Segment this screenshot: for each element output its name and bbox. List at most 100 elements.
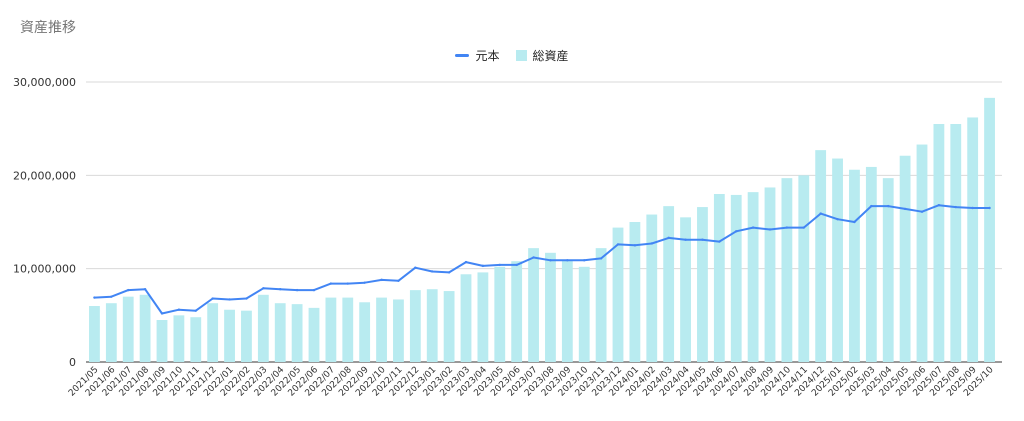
bar-total-assets[interactable] bbox=[89, 306, 100, 362]
bar-total-assets[interactable] bbox=[697, 207, 708, 362]
bar-total-assets[interactable] bbox=[376, 297, 387, 362]
bar-total-assets[interactable] bbox=[747, 192, 759, 362]
bar-total-assets[interactable] bbox=[342, 297, 354, 362]
point-principal[interactable] bbox=[414, 266, 417, 269]
point-principal[interactable] bbox=[312, 288, 316, 292]
bar-total-assets[interactable] bbox=[224, 309, 235, 362]
point-principal[interactable] bbox=[650, 242, 653, 245]
bar-total-assets[interactable] bbox=[291, 304, 303, 362]
bar-total-assets[interactable] bbox=[916, 144, 928, 362]
point-principal[interactable] bbox=[262, 287, 265, 290]
bar-total-assets[interactable] bbox=[899, 155, 911, 362]
point-principal[interactable] bbox=[431, 270, 434, 273]
point-principal[interactable] bbox=[228, 298, 231, 301]
point-principal[interactable] bbox=[295, 288, 299, 292]
bar-total-assets[interactable] bbox=[190, 317, 202, 362]
bar-total-assets[interactable] bbox=[325, 297, 337, 362]
point-principal[interactable] bbox=[937, 204, 941, 207]
point-principal[interactable] bbox=[684, 238, 687, 241]
bar-total-assets[interactable] bbox=[460, 274, 472, 362]
bar-total-assets[interactable] bbox=[561, 260, 573, 362]
bar-total-assets[interactable] bbox=[950, 124, 962, 362]
bar-total-assets[interactable] bbox=[173, 315, 185, 362]
bar-total-assets[interactable] bbox=[595, 248, 607, 362]
point-principal[interactable] bbox=[583, 259, 586, 262]
point-principal[interactable] bbox=[380, 278, 383, 282]
point-principal[interactable] bbox=[735, 230, 738, 233]
legend-item-total-assets[interactable]: 総資産 bbox=[515, 47, 569, 64]
bar-total-assets[interactable] bbox=[308, 307, 320, 362]
bar-total-assets[interactable] bbox=[122, 296, 134, 362]
bar-total-assets[interactable] bbox=[798, 175, 810, 362]
bar-total-assets[interactable] bbox=[257, 294, 269, 362]
point-principal[interactable] bbox=[363, 281, 366, 284]
bar-total-assets[interactable] bbox=[663, 206, 675, 362]
bar-total-assets[interactable] bbox=[849, 169, 860, 362]
point-principal[interactable] bbox=[245, 297, 248, 300]
point-principal[interactable] bbox=[971, 206, 974, 210]
line-principal[interactable] bbox=[94, 204, 990, 315]
point-principal[interactable] bbox=[701, 238, 704, 241]
bar-total-assets[interactable] bbox=[612, 227, 624, 362]
bar-total-assets[interactable] bbox=[393, 299, 404, 362]
point-principal[interactable] bbox=[211, 297, 214, 300]
bar-total-assets[interactable] bbox=[815, 150, 827, 362]
bar-total-assets[interactable] bbox=[156, 320, 168, 362]
point-principal[interactable] bbox=[93, 296, 96, 299]
point-principal[interactable] bbox=[853, 220, 856, 224]
point-principal[interactable] bbox=[127, 288, 130, 292]
bar-total-assets[interactable] bbox=[443, 291, 455, 362]
point-principal[interactable] bbox=[566, 259, 569, 262]
bar-total-assets[interactable] bbox=[409, 290, 421, 362]
point-principal[interactable] bbox=[143, 288, 147, 291]
bar-total-assets[interactable] bbox=[139, 294, 151, 362]
point-principal[interactable] bbox=[177, 308, 181, 311]
bar-total-assets[interactable] bbox=[680, 217, 691, 362]
point-principal[interactable] bbox=[346, 282, 349, 285]
bar-total-assets[interactable] bbox=[528, 248, 539, 362]
point-principal[interactable] bbox=[160, 312, 164, 315]
point-principal[interactable] bbox=[279, 288, 282, 291]
bar-total-assets[interactable] bbox=[865, 166, 877, 362]
point-principal[interactable] bbox=[836, 218, 839, 221]
point-principal[interactable] bbox=[768, 228, 772, 231]
bar-total-assets[interactable] bbox=[545, 252, 556, 362]
point-principal[interactable] bbox=[447, 271, 451, 274]
point-principal[interactable] bbox=[515, 263, 518, 267]
point-principal[interactable] bbox=[819, 212, 822, 215]
bar-total-assets[interactable] bbox=[984, 97, 995, 362]
point-principal[interactable] bbox=[903, 207, 907, 211]
point-principal[interactable] bbox=[549, 259, 552, 262]
point-principal[interactable] bbox=[498, 263, 501, 267]
bar-total-assets[interactable] bbox=[578, 266, 590, 362]
point-principal[interactable] bbox=[802, 226, 805, 229]
bar-total-assets[interactable] bbox=[477, 272, 489, 362]
point-principal[interactable] bbox=[887, 204, 890, 208]
legend-item-principal[interactable]: 元本 bbox=[455, 47, 500, 64]
bar-total-assets[interactable] bbox=[933, 124, 945, 362]
point-principal[interactable] bbox=[532, 256, 535, 259]
bar-total-assets[interactable] bbox=[832, 158, 843, 362]
point-principal[interactable] bbox=[464, 260, 468, 264]
point-principal[interactable] bbox=[194, 309, 197, 312]
point-principal[interactable] bbox=[920, 210, 924, 213]
point-principal[interactable] bbox=[329, 282, 333, 285]
point-principal[interactable] bbox=[481, 264, 485, 268]
bar-total-assets[interactable] bbox=[781, 178, 793, 362]
point-principal[interactable] bbox=[667, 236, 670, 240]
point-principal[interactable] bbox=[599, 257, 603, 260]
bar-total-assets[interactable] bbox=[105, 303, 117, 362]
point-principal[interactable] bbox=[954, 205, 957, 209]
point-principal[interactable] bbox=[397, 279, 400, 282]
bar-total-assets[interactable] bbox=[730, 194, 742, 362]
bar-total-assets[interactable] bbox=[207, 303, 219, 362]
bar-total-assets[interactable] bbox=[713, 194, 725, 362]
point-principal[interactable] bbox=[870, 204, 873, 208]
bar-total-assets[interactable] bbox=[241, 310, 252, 362]
point-principal[interactable] bbox=[633, 244, 637, 247]
point-principal[interactable] bbox=[110, 295, 113, 298]
bar-total-assets[interactable] bbox=[882, 178, 894, 362]
bar-total-assets[interactable] bbox=[359, 302, 371, 362]
bar-total-assets[interactable] bbox=[646, 214, 658, 362]
point-principal[interactable] bbox=[718, 240, 721, 243]
